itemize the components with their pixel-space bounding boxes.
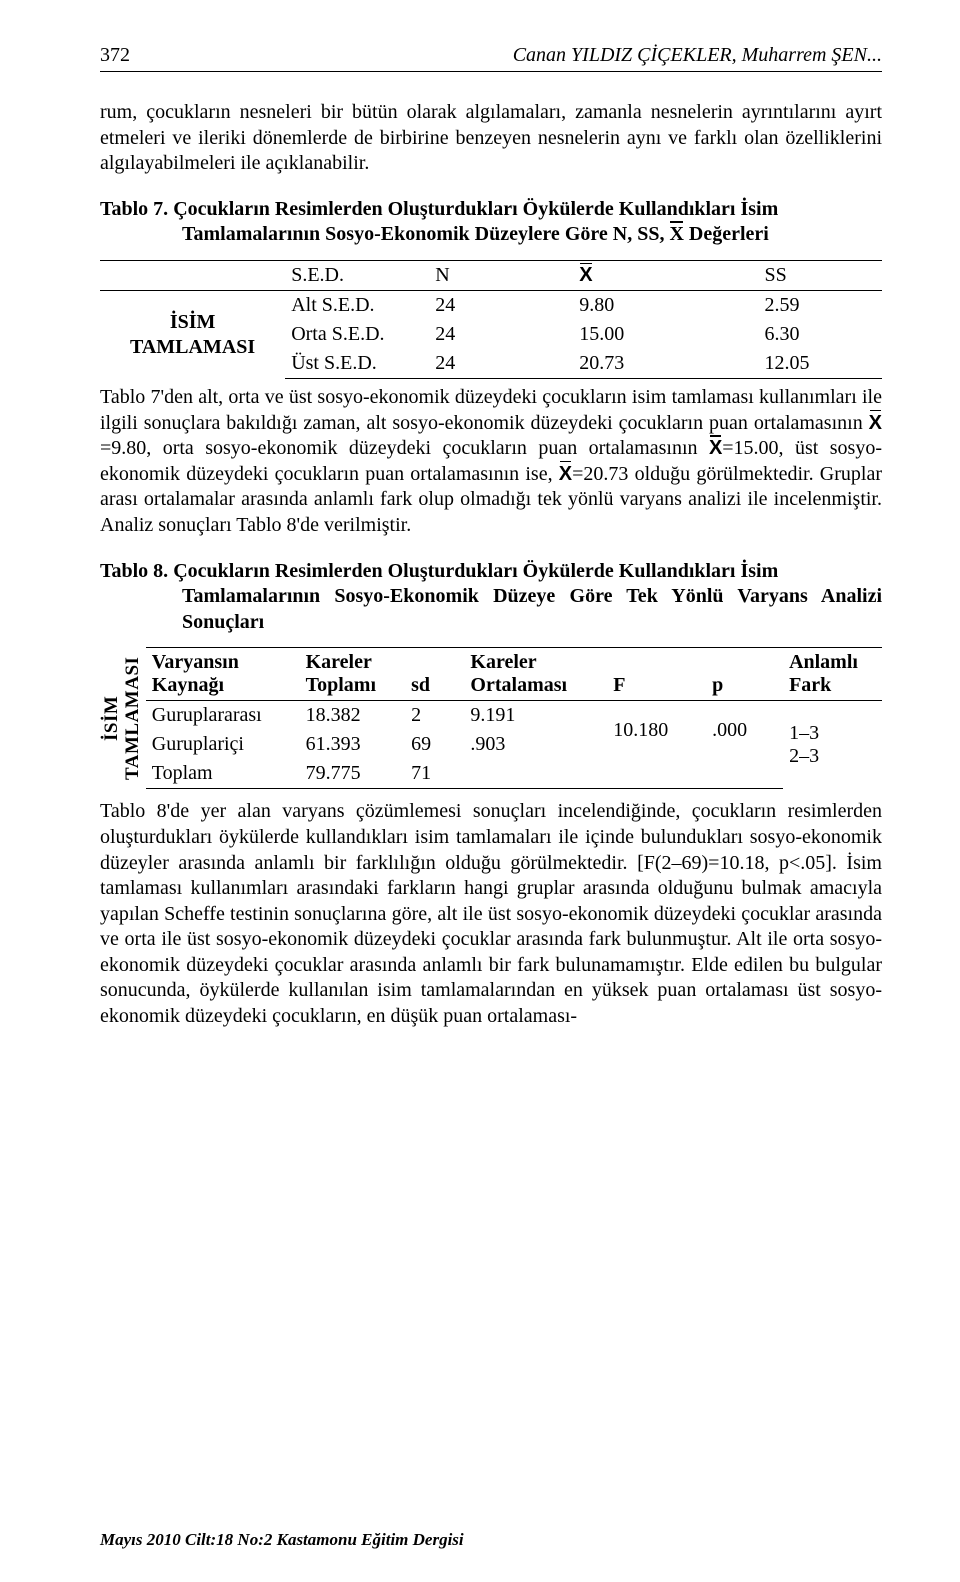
table8-label: Tablo 8. <box>100 560 168 582</box>
table8-col-p: p <box>706 648 783 701</box>
t8-p <box>706 759 783 789</box>
table8-col-f: F <box>607 648 706 701</box>
table7: S.E.D. N X SS İSİMTAMLAMASI Alt S.E.D. 2… <box>100 260 882 379</box>
t8-f <box>607 759 706 789</box>
t8-ko: .903 <box>464 730 607 759</box>
table7-rowlabel-blank <box>100 260 285 290</box>
table8-title-line1: Çocukların Resimlerden Oluşturdukları Öy… <box>173 560 778 582</box>
table7-sed: Üst S.E.D. <box>285 349 429 379</box>
running-title: Canan YILDIZ ÇİÇEKLER, Muharrem ŞEN... <box>513 44 882 67</box>
table7-title-line2: Tamlamalarının Sosyo-Ekonomik Düzeylere … <box>100 222 769 248</box>
table-row: Guruplararası 18.382 2 9.191 10.180 .000… <box>146 701 882 731</box>
t8-af: 1–32–3 <box>783 701 882 789</box>
table8-col-af: AnlamlıFark <box>783 648 882 701</box>
t8-kt: 18.382 <box>300 701 405 731</box>
table7-col-n: N <box>429 260 573 290</box>
table8-side-label: İSİMTAMLAMASI <box>100 647 146 789</box>
table7-ss: 2.59 <box>759 290 883 320</box>
t8-f: 10.180 <box>607 701 706 760</box>
table-row: İSİMTAMLAMASI Alt S.E.D. 24 9.80 2.59 <box>100 290 882 320</box>
t8-ko: 9.191 <box>464 701 607 731</box>
page: 372 Canan YILDIZ ÇİÇEKLER, Muharrem ŞEN.… <box>0 0 960 1582</box>
table7-sed: Alt S.E.D. <box>285 290 429 320</box>
table8-col-sd: sd <box>405 648 464 701</box>
t8-source: Guruplariçi <box>146 730 300 759</box>
table7-col-xbar: X <box>573 260 758 290</box>
table7-xbar: 20.73 <box>573 349 758 379</box>
t8-source: Toplam <box>146 759 300 789</box>
table7-header-row: S.E.D. N X SS <box>100 260 882 290</box>
table7-n: 24 <box>429 349 573 379</box>
running-head: 372 Canan YILDIZ ÇİÇEKLER, Muharrem ŞEN.… <box>100 44 882 72</box>
table7-sed: Orta S.E.D. <box>285 320 429 349</box>
t8-kt: 61.393 <box>300 730 405 759</box>
table7-col-ss: SS <box>759 260 883 290</box>
table-row: Toplam 79.775 71 <box>146 759 882 789</box>
t8-source: Guruplararası <box>146 701 300 731</box>
t8-kt: 79.775 <box>300 759 405 789</box>
table7-rowlabel: İSİMTAMLAMASI <box>100 290 285 378</box>
after-table8-paragraph: Tablo 8'de yer alan varyans çözümlemesi … <box>100 799 882 1029</box>
t8-p: .000 <box>706 701 783 760</box>
table7-title-line1: Çocukların Resimlerden Oluşturdukları Öy… <box>173 198 778 220</box>
table8-col-source: VaryansınKaynağı <box>146 648 300 701</box>
table8-wrapper: İSİMTAMLAMASI VaryansınKaynağı KarelerTo… <box>100 647 882 789</box>
t8-sd: 71 <box>405 759 464 789</box>
table7-xbar: 15.00 <box>573 320 758 349</box>
table7-col-sed: S.E.D. <box>285 260 429 290</box>
table8: VaryansınKaynağı KarelerToplamı sd Karel… <box>146 647 882 789</box>
after-table7-paragraph: Tablo 7'den alt, orta ve üst sosyo-ekono… <box>100 385 882 539</box>
table7-n: 24 <box>429 290 573 320</box>
table7-ss: 12.05 <box>759 349 883 379</box>
page-footer: Mayıs 2010 Cilt:18 No:2 Kastamonu Eğitim… <box>100 1530 464 1550</box>
table8-header-row: VaryansınKaynağı KarelerToplamı sd Karel… <box>146 648 882 701</box>
table7-xbar: 9.80 <box>573 290 758 320</box>
table7-n: 24 <box>429 320 573 349</box>
table8-col-kt: KarelerToplamı <box>300 648 405 701</box>
table8-caption: Tablo 8. Çocukların Resimlerden Oluşturd… <box>100 559 882 636</box>
table7-caption: Tablo 7. Çocukların Resimlerden Oluşturd… <box>100 197 882 248</box>
t8-ko <box>464 759 607 789</box>
table8-title-line2: Tamlamalarının Sosyo-Ekonomik Düzeye Gör… <box>100 584 882 635</box>
table8-col-ko: KarelerOrtalaması <box>464 648 607 701</box>
page-number: 372 <box>100 44 130 67</box>
t8-sd: 69 <box>405 730 464 759</box>
table7-label: Tablo 7. <box>100 198 168 220</box>
t8-sd: 2 <box>405 701 464 731</box>
intro-paragraph: rum, çocukların nesneleri bir bütün olar… <box>100 100 882 177</box>
table7-ss: 6.30 <box>759 320 883 349</box>
